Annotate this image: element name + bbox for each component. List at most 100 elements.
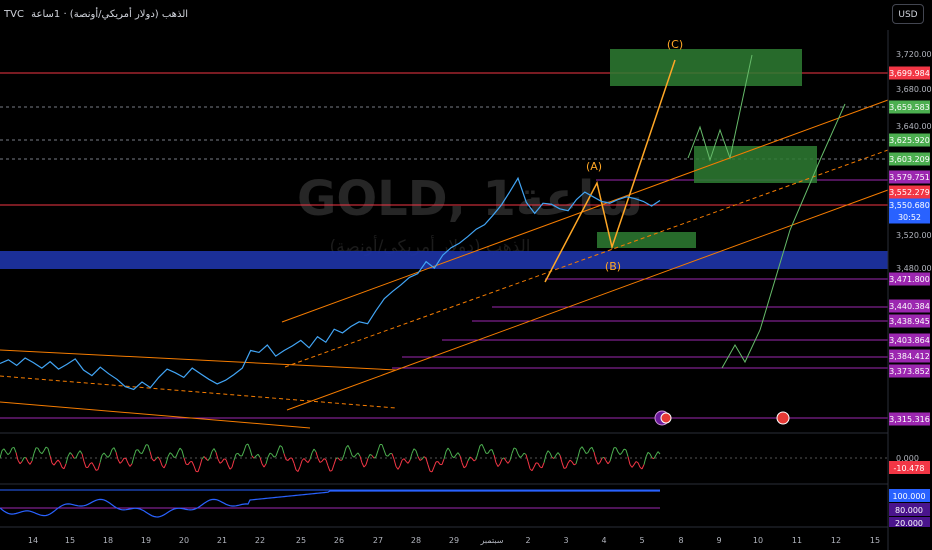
oscillator-segment [31,453,35,462]
oscillator-segment [75,453,79,459]
oscillator-segment [165,456,169,465]
oscillator-segment [281,446,285,454]
oscillator-segment [331,464,335,471]
old-channel-upper [0,349,397,371]
oscillator-segment [193,465,197,472]
oscillator-segment [413,448,417,451]
oscillator-segment [409,453,413,461]
oscillator-segment [293,463,297,470]
oscillator-segment [81,453,85,462]
oscillator-segment [521,452,525,457]
oscillator-segment [583,449,587,454]
oscillator-segment [153,458,157,462]
price-label-text: 3,699.984 [889,69,930,78]
oscillator-segment [657,451,661,455]
oscillator-segment [247,443,251,450]
price-label-badge [889,272,930,286]
price-label-text: 3,438.945 [889,317,930,326]
oscillator-segment [179,447,183,451]
x-tick: 15 [870,536,880,545]
oscillator-segment [45,446,49,449]
oscillator-segment [291,457,295,464]
oscillator-segment [517,453,521,458]
oscillator-segment [475,452,479,460]
price-label-badge [889,210,930,224]
oscillator-segment [133,449,137,457]
y-tick: 3,520.000 [896,231,932,240]
oscillator-segment [569,459,573,463]
oscillator-segment [329,470,333,472]
projection-path-deep [721,103,846,369]
oscillator-segment [97,462,101,470]
oscillator-segment [549,452,553,458]
oscillator-segment [285,459,289,461]
oscillator-segment [465,460,469,467]
oscillator-segment [141,449,145,454]
x-tick: 2 [525,536,530,545]
oscillator-segment [275,450,279,457]
oscillator-segment [385,455,389,457]
oscillator-segment [33,447,37,454]
oscillator-segment [621,448,625,453]
oscillator-segment [373,456,377,459]
x-tick: سبتمبر [480,536,504,545]
price-label-badge [889,100,930,114]
oscillator-segment [473,459,477,462]
oscillator-segment [431,466,435,473]
oscillator-segment [79,450,83,455]
oscillator-group [0,443,661,473]
oscillator-segment [5,451,9,455]
old-channel-lower [0,401,311,429]
oscillator-segment [271,454,275,458]
oscillator-segment [421,456,425,460]
price-label-text: 3,384.412 [889,352,930,361]
oscillator-segment [231,460,235,468]
oscillator-segment [217,458,221,464]
price-label-text: 3,440.384 [889,302,930,311]
oscillator-segment [309,452,313,460]
oscillator-segment [37,447,41,453]
oscillator-segment [463,465,467,469]
oscillator-segment [17,459,21,465]
oscillator-segment [427,464,431,472]
price-label-text: 3,373.852 [889,367,930,376]
oscillator-segment [55,459,59,463]
oscillator-segment [21,457,25,462]
oscillator-segment [57,459,61,463]
x-tick: 4 [601,536,606,545]
x-tick: 18 [103,536,113,545]
abc-wave [544,59,676,283]
oscillator-segment [461,462,465,468]
oscillator-segment [279,445,283,448]
price-labels: 3,699.984 3,659.583 3,625.920 3,603.209 3,57… [889,66,930,426]
price-label-badge [889,133,930,147]
event-flag-icon[interactable] [654,410,672,426]
oscillator-segment [415,450,419,457]
oscillator-value: -10.478 [894,464,925,473]
x-tick: 5 [639,536,644,545]
currency-button[interactable]: USD [892,4,924,24]
oscillator-segment [585,452,589,454]
oscillator-segment [625,449,629,457]
chart-header: TVC الذهب (دولار أمريكي/أونصة) · 1ساعة [4,9,188,20]
oscillator-segment [491,449,495,456]
oscillator-segment [419,458,423,461]
channel-lower [286,189,889,411]
oscillator-segment [221,458,225,463]
oscillator-segment [93,465,97,471]
oscillator-segment [211,448,215,452]
oscillator-segment [587,448,591,453]
oscillator-segment [117,459,121,464]
oscillator-segment [447,447,451,452]
oscillator-segment [565,462,569,469]
oscillator-segment [35,447,39,449]
oscillator-segment [197,465,201,472]
oscillator-segment [207,457,211,461]
event-flag-icon[interactable] [776,411,790,425]
oscillator-segment [185,463,189,466]
oscillator-segment [571,461,575,466]
oscillator-segment [299,460,303,468]
oscillator-segment [173,456,177,458]
x-tick: 14 [28,536,38,545]
